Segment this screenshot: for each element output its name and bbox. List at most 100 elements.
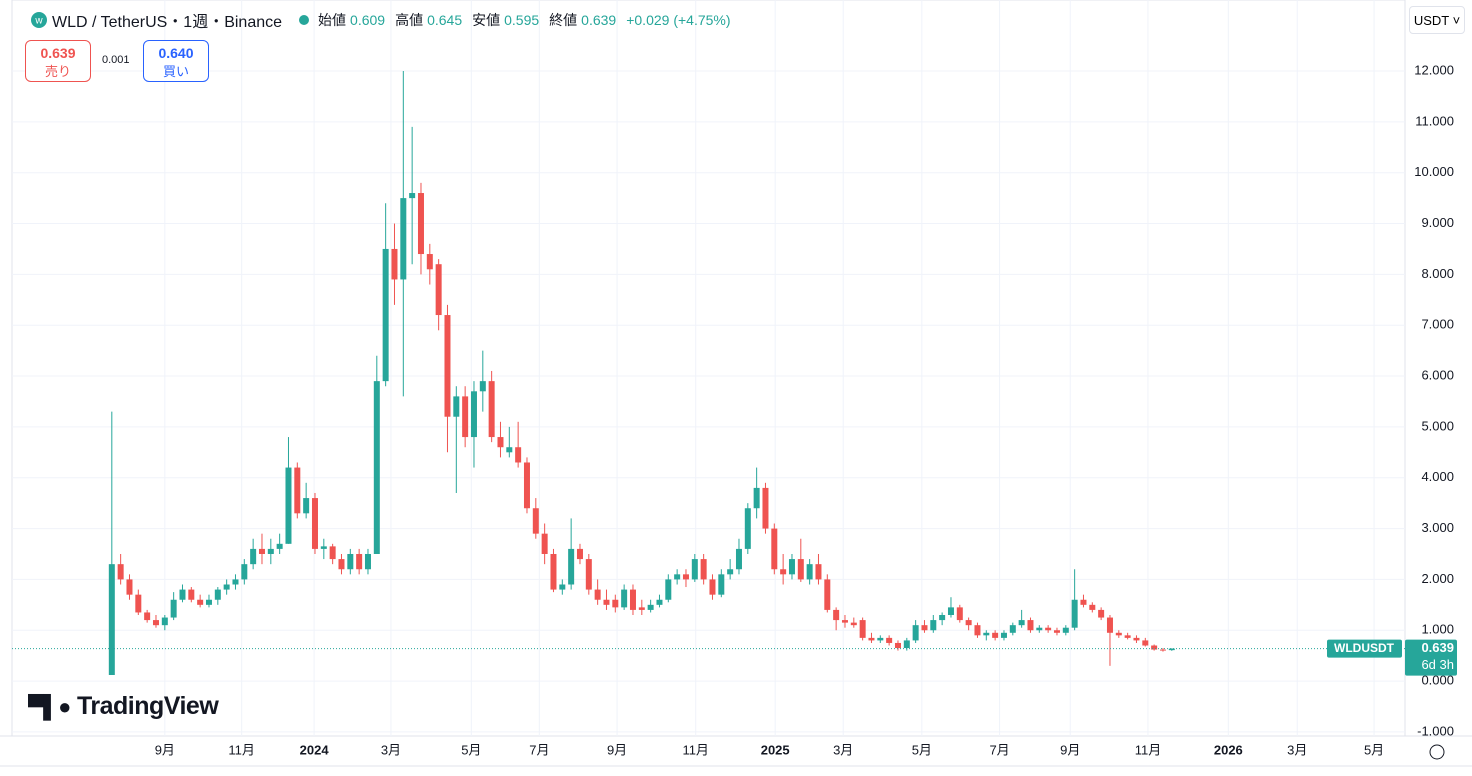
candle-body	[992, 632, 999, 638]
candle-body	[1036, 627, 1043, 631]
candle-body	[179, 589, 186, 600]
x-tick-label: 2024	[300, 742, 330, 757]
candle-body	[674, 574, 681, 580]
change: +0.029 (+4.75%)	[626, 12, 731, 28]
candle-body	[338, 559, 345, 570]
price-label: 0.639	[1421, 640, 1454, 655]
candle-body	[391, 248, 398, 280]
x-tick-label: 7月	[529, 742, 549, 757]
settings-icon[interactable]	[1429, 744, 1445, 760]
candle-body	[665, 579, 672, 600]
candle-body	[727, 569, 734, 575]
candle-body	[320, 546, 327, 549]
sell-label: 売り	[44, 64, 71, 79]
candle-body	[135, 594, 142, 613]
currency-selector[interactable]: USDT ˅	[1409, 6, 1465, 34]
chart-title: WLD / TetherUS・1週・Binance	[52, 14, 283, 31]
candle-body	[497, 437, 504, 448]
ohlc-value: 0.609	[350, 12, 386, 28]
candle-body	[568, 548, 575, 585]
candle-body	[382, 248, 389, 382]
candle-body	[364, 553, 371, 570]
candle-body	[197, 599, 204, 605]
header: w WLD / TetherUS・1週・Binance 始値 0.609 高値 0.…	[30, 8, 737, 32]
ohlc-value: 0.639	[581, 12, 617, 28]
candle-body	[629, 589, 636, 610]
symbol-tag	[1327, 639, 1402, 658]
candle-body	[1124, 635, 1131, 638]
candle-body	[921, 625, 928, 631]
sell-button[interactable]: 0.639 売り	[25, 40, 91, 82]
candle-body	[930, 620, 937, 631]
candle-body	[276, 543, 283, 549]
ohlc-label: 高値	[395, 12, 424, 28]
x-tick-label: 11月	[682, 742, 709, 757]
y-tick-label: 3.000	[1421, 520, 1454, 535]
candle-body	[806, 564, 813, 580]
candle-body	[612, 599, 619, 608]
x-tick-label: 2026	[1214, 742, 1243, 757]
ohlc-value: 0.645	[427, 12, 463, 28]
candle-body	[841, 620, 848, 623]
plot-frame	[11, 0, 1406, 737]
y-tick-label: 11.000	[1415, 113, 1454, 128]
candle-body	[682, 574, 689, 580]
candle-body	[797, 559, 804, 580]
candle-body	[621, 589, 628, 608]
candle-body	[824, 579, 831, 610]
candle-body	[417, 193, 424, 255]
status-dot	[299, 15, 310, 25]
spread: 0.001	[102, 54, 130, 66]
y-tick-label: 10.000	[1414, 164, 1454, 179]
y-tick-label: -1.000	[1417, 723, 1454, 738]
candle-body	[488, 381, 495, 438]
candle-body	[188, 589, 195, 600]
candle-body	[541, 533, 548, 554]
candle-body	[647, 604, 654, 610]
y-tick-label: 6.000	[1421, 367, 1454, 382]
candle-body	[903, 640, 910, 649]
candle-body	[965, 620, 972, 626]
countdown: 6d 3h	[1421, 657, 1454, 672]
x-tick-label: 3月	[1287, 742, 1307, 757]
candle-body	[170, 599, 177, 618]
candle-body	[559, 584, 566, 590]
candle-body	[656, 599, 663, 605]
candle-body	[435, 264, 442, 316]
candle-body	[780, 569, 787, 575]
logo: ▀▌● TradingView	[28, 692, 219, 720]
currency: USDT	[1413, 13, 1449, 28]
candle-body	[1151, 645, 1158, 650]
candle-body	[594, 589, 601, 600]
x-tick-label: 7月	[989, 742, 1009, 757]
candle-body	[576, 548, 583, 560]
candle-body	[1071, 599, 1078, 628]
candle-body	[1062, 627, 1069, 633]
candle-body	[638, 607, 645, 610]
candle-body	[258, 548, 265, 554]
candle-body	[912, 625, 919, 641]
x-tick-label: 9月	[1060, 742, 1080, 757]
candle-body	[744, 508, 751, 549]
candle-body	[735, 548, 742, 570]
y-tick-label: 8.000	[1421, 266, 1454, 281]
candle-body	[267, 548, 274, 554]
buy-button[interactable]: 0.640 買い	[143, 40, 209, 82]
x-tick-label: 9月	[155, 742, 175, 757]
candle-body	[983, 632, 990, 636]
ohlc-value: 0.595	[504, 12, 540, 28]
candle-body	[1133, 637, 1140, 641]
ohlc-label: 始値	[318, 12, 347, 28]
candle-body	[311, 498, 318, 549]
y-tick-label: 4.000	[1421, 469, 1454, 484]
buy-price: 0.640	[158, 45, 194, 61]
candle-body	[868, 637, 875, 641]
candle-body	[762, 487, 769, 529]
candle-body	[347, 553, 354, 570]
candle-body	[108, 564, 115, 675]
candle-body	[426, 254, 433, 270]
candle-body	[1106, 617, 1113, 633]
candle-body	[152, 620, 159, 626]
x-tick-label: 11月	[1135, 742, 1162, 757]
y-tick-label: 5.000	[1421, 418, 1454, 433]
